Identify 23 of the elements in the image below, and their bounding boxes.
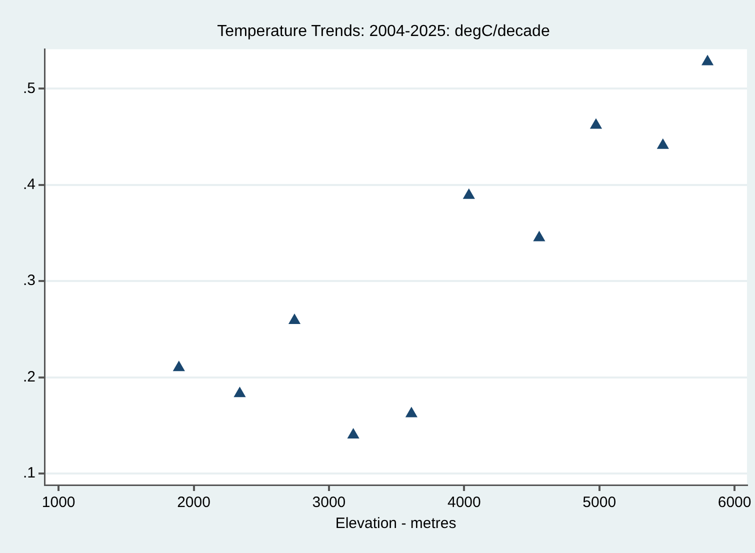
point: [534, 231, 545, 242]
point: [288, 314, 300, 324]
y-tick-label: .1: [22, 464, 36, 482]
y-tick-label: .5: [22, 80, 36, 97]
x-tick-label: 1000: [42, 494, 76, 512]
point: [657, 138, 669, 149]
point: [406, 407, 418, 418]
x-tick-label: 2000: [177, 494, 210, 512]
y-tick-label: .3: [22, 272, 36, 290]
x-axis-title: Elevation - metres: [335, 515, 456, 532]
point: [702, 55, 714, 66]
chart-title: Temperature Trends: 2004-2025: degC/decade: [217, 23, 550, 40]
point: [590, 118, 602, 129]
x-tick-label: 5000: [582, 494, 616, 512]
x-tick-label: 4000: [447, 494, 481, 512]
x-tick-label: 3000: [312, 494, 346, 512]
x-tick-label: 6000: [718, 494, 752, 512]
point: [348, 428, 359, 438]
point: [173, 361, 185, 372]
point: [463, 188, 475, 199]
y-tick-label: .2: [22, 368, 36, 386]
y-tick-label: .4: [22, 176, 36, 193]
point: [234, 387, 246, 398]
